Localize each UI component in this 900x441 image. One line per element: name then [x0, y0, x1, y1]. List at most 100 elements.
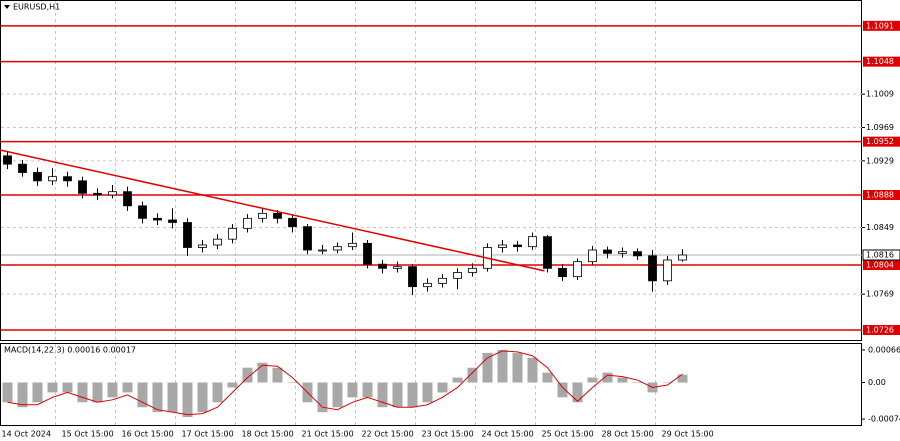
candle-body	[333, 246, 342, 251]
candle-body	[168, 219, 177, 223]
macd-bar	[77, 382, 88, 403]
candle-body	[378, 263, 387, 269]
x-tick-label: 17 Oct 15:00	[182, 430, 234, 439]
candle-body	[153, 217, 162, 221]
x-tick-label: 28 Oct 15:00	[602, 430, 654, 439]
macd-bar	[182, 382, 193, 418]
candle-body	[258, 212, 267, 219]
x-tick-label: 21 Oct 15:00	[302, 430, 354, 439]
macd-bar	[272, 367, 283, 383]
y-tick-label: 1.0929	[866, 156, 894, 165]
level-label-box	[863, 260, 900, 270]
candle-body	[453, 272, 462, 279]
macd-bar	[317, 382, 328, 413]
y-tick-label: 0.00066	[868, 345, 900, 354]
candle-body	[138, 205, 147, 219]
candle-body	[588, 249, 597, 263]
macd-bar	[257, 362, 268, 383]
x-tick-label: 22 Oct 15:00	[362, 430, 414, 439]
candle-body	[648, 255, 657, 282]
macd-bar	[542, 372, 553, 383]
candle-body	[108, 191, 117, 196]
x-tick-label: 29 Oct 15:00	[662, 430, 714, 439]
macd-bar	[17, 382, 28, 408]
candle-body	[33, 172, 42, 182]
candle-body	[633, 251, 642, 257]
macd-bar	[107, 382, 118, 398]
candle-body	[603, 249, 612, 254]
candle-body	[303, 226, 312, 251]
candle-body	[408, 266, 417, 288]
macd-bar	[62, 382, 73, 393]
x-tick-label: 25 Oct 15:00	[542, 430, 594, 439]
candle-body	[3, 155, 12, 165]
macd-bar	[122, 382, 133, 393]
level-label: 1.1048	[866, 57, 894, 66]
candle-body	[423, 282, 432, 288]
candle-body	[468, 267, 477, 273]
y-tick-label: -0.00074	[868, 415, 900, 424]
macd-bar	[2, 382, 13, 403]
candle-body	[393, 266, 402, 269]
x-tick-label: 15 Oct 15:00	[62, 430, 114, 439]
macd-bar	[527, 357, 538, 383]
candle-body	[558, 267, 567, 278]
main-panel	[0, 0, 862, 341]
candle-body	[678, 254, 687, 261]
level-label: 1.0726	[866, 326, 894, 335]
macd-bar	[167, 382, 178, 413]
level-label: 1.1091	[866, 21, 894, 30]
macd-bar	[617, 377, 628, 383]
macd-bar	[92, 382, 103, 403]
candle-body	[348, 242, 357, 248]
candle-body	[498, 244, 507, 248]
candle-body	[18, 163, 27, 173]
macd-bar	[422, 382, 433, 403]
macd-bar	[572, 382, 583, 403]
symbol-menu-icon	[4, 5, 10, 9]
candle-body	[273, 212, 282, 219]
level-label: 1.0952	[866, 137, 894, 146]
y-tick-label: 1.0969	[866, 123, 894, 132]
candle-body	[48, 176, 57, 182]
macd-bar	[677, 374, 688, 383]
level-label-box	[863, 20, 900, 31]
macd-bar	[602, 372, 613, 383]
x-tick-label: 18 Oct 15:00	[242, 430, 294, 439]
candle-body	[183, 222, 192, 248]
macd-bar	[497, 349, 508, 383]
candle-body	[663, 259, 672, 282]
macd-title: MACD(14,22,3) 0.00016 0.00017	[4, 346, 136, 355]
candle-body	[528, 236, 537, 248]
macd-bar	[557, 382, 568, 398]
macd-bar	[377, 382, 388, 408]
candle-body	[93, 192, 102, 196]
macd-bar	[32, 382, 43, 403]
x-tick-label: 24 Oct 15:00	[482, 430, 534, 439]
macd-bar	[152, 382, 163, 413]
level-label: 1.0888	[866, 191, 894, 200]
level-label-box	[863, 56, 900, 67]
current-price-box	[862, 249, 900, 261]
macd-bar	[347, 382, 358, 398]
candle-body	[213, 238, 222, 246]
level-label: 1.0804	[866, 261, 894, 270]
macd-bar	[287, 382, 298, 384]
macd-bar	[197, 382, 208, 413]
x-tick-label: 14 Oct 2024	[2, 430, 51, 439]
x-tick-label: 16 Oct 15:00	[122, 430, 174, 439]
macd-bar	[467, 367, 478, 383]
level-label-box	[863, 136, 900, 147]
candle-body	[438, 277, 447, 284]
macd-bar	[587, 377, 598, 383]
macd-bar	[47, 382, 58, 393]
candle-body	[198, 244, 207, 248]
trend-line	[0, 149, 545, 272]
chart-title: EURUSD,H1	[13, 3, 60, 12]
candle-body	[543, 236, 552, 269]
y-tick-label: 1.0769	[866, 290, 894, 299]
candle-body	[618, 251, 627, 254]
candle-body	[78, 180, 87, 194]
